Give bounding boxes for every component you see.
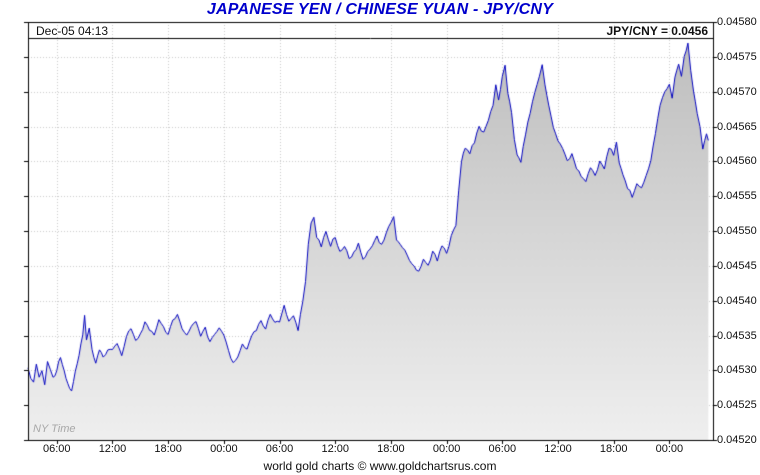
x-tick-label: 00:00 xyxy=(432,443,461,455)
x-tick-label: 00:00 xyxy=(655,443,684,455)
y-tick-label: 0.04525 xyxy=(717,399,757,412)
current-quote: JPY/CNY = 0.0456 xyxy=(606,24,708,38)
y-tick-label: 0.04570 xyxy=(717,85,757,98)
y-tick-label: 0.04540 xyxy=(717,294,757,307)
footer-credit: world gold charts © www.goldchartsrus.co… xyxy=(263,459,497,473)
x-tick-label: 00:00 xyxy=(210,443,238,455)
y-tick-label: 0.04535 xyxy=(717,329,757,342)
x-tick-label: 18:00 xyxy=(377,443,405,455)
y-tick-label: 0.04530 xyxy=(717,364,757,377)
x-tick-label: 06:00 xyxy=(488,443,517,455)
y-tick-label: 0.04550 xyxy=(717,225,757,237)
y-tick-label: 0.04545 xyxy=(717,259,757,272)
y-tick-label: 0.04580 xyxy=(717,16,757,28)
chart-title: JAPANESE YEN / CHINESE YUAN - JPY/CNY xyxy=(206,1,554,18)
chart-datetime: Dec-05 04:13 xyxy=(36,24,109,38)
x-tick-label: 18:00 xyxy=(599,443,628,455)
y-tick-label: 0.04575 xyxy=(717,50,757,63)
y-tick-label: 0.04565 xyxy=(717,120,757,133)
x-tick-label: 12:00 xyxy=(544,443,572,455)
timezone-label: NY Time xyxy=(33,423,76,435)
y-tick-label: 0.04520 xyxy=(717,434,757,446)
x-tick-label: 06:00 xyxy=(265,443,294,455)
x-tick-label: 06:00 xyxy=(43,443,71,455)
x-tick-label: 12:00 xyxy=(321,443,349,455)
x-tick-label: 12:00 xyxy=(98,443,127,455)
x-tick-label: 18:00 xyxy=(154,443,182,455)
y-tick-label: 0.04555 xyxy=(717,190,757,203)
y-tick-label: 0.04560 xyxy=(717,155,757,168)
